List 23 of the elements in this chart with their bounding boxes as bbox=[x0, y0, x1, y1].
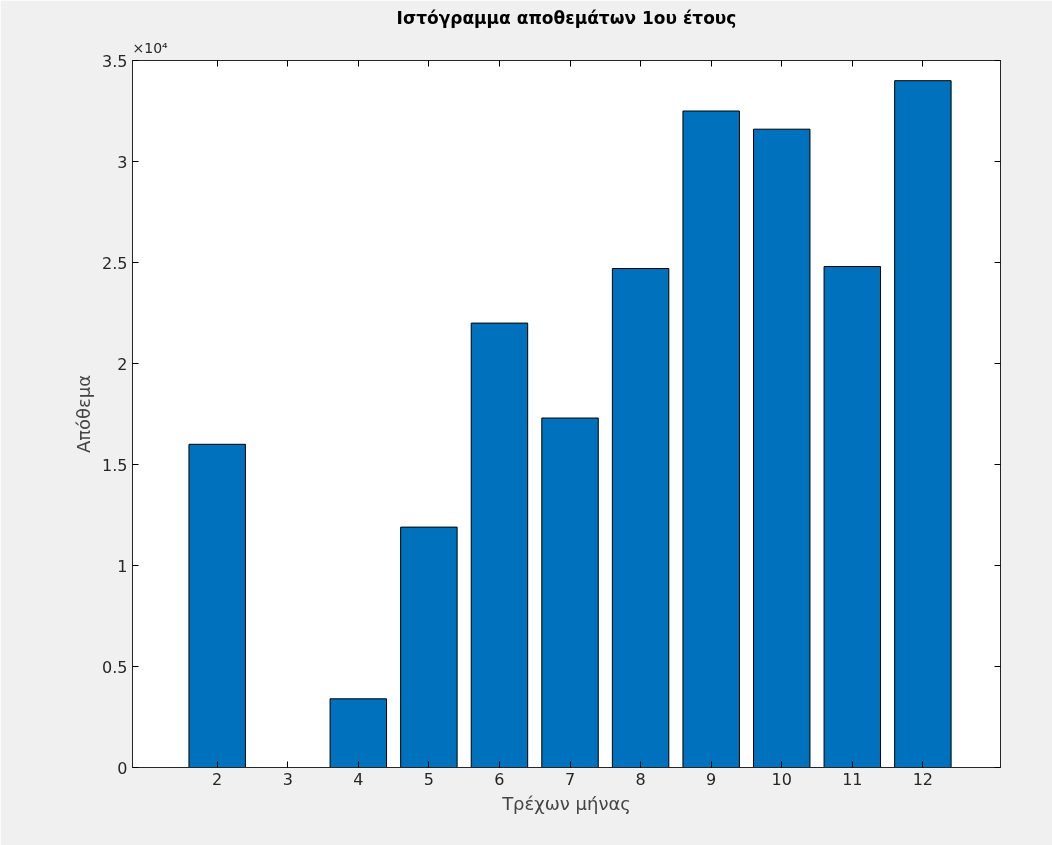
x-tick-label: 12 bbox=[912, 769, 934, 789]
y-tick-label: 3 bbox=[117, 152, 128, 172]
y-tick-label: 2 bbox=[117, 354, 128, 374]
y-tick-label: 1 bbox=[117, 556, 128, 576]
x-tick-label: 4 bbox=[353, 769, 364, 789]
x-tick-label: 7 bbox=[564, 769, 576, 789]
y-tick-label: 0.5 bbox=[102, 657, 128, 677]
x-tick-label: 2 bbox=[212, 769, 223, 789]
y-tick-label: 3.5 bbox=[102, 51, 128, 71]
x-axis-title: Τρέχων μήνας bbox=[501, 792, 631, 814]
x-tick-label: 8 bbox=[635, 769, 646, 789]
x-tick-label: 10 bbox=[771, 769, 792, 789]
x-tick-label: 9 bbox=[706, 769, 717, 789]
y-tick-label: 0 bbox=[117, 758, 128, 778]
x-tick-label: 5 bbox=[423, 769, 434, 789]
y-tick-label: 2.5 bbox=[102, 253, 128, 273]
y-tick-label: 1.5 bbox=[102, 455, 128, 475]
y-axis-title: Απόθεμα bbox=[73, 374, 95, 454]
x-tick-label: 3 bbox=[282, 769, 293, 789]
text: ×10⁴ bbox=[132, 39, 169, 56]
x-tick-label: 6 bbox=[494, 769, 505, 789]
chart-title: Ιστόγραμμα αποθεμάτων 1ου έτους bbox=[396, 7, 737, 28]
x-tick-label: 11 bbox=[842, 769, 863, 789]
